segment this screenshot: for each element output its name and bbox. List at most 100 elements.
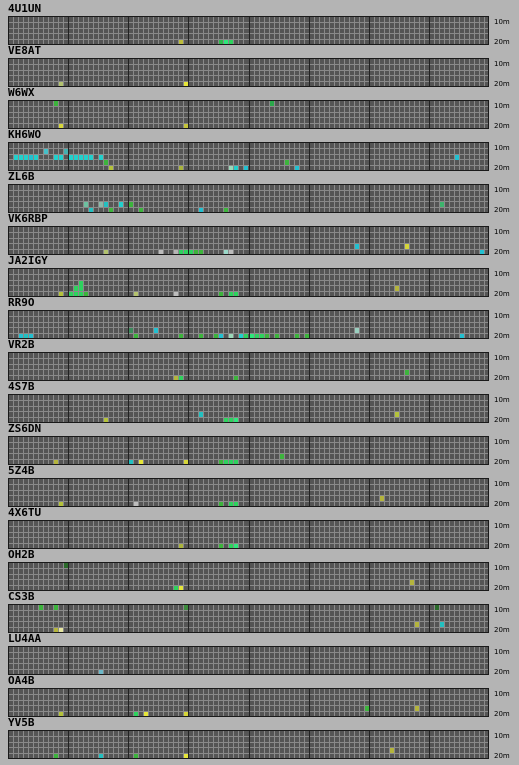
band-time-grid — [8, 268, 489, 297]
signal-cell — [189, 250, 193, 255]
band-label-10m: 10m — [494, 522, 510, 530]
signal-cell — [199, 208, 203, 213]
signal-cell — [229, 418, 233, 423]
signal-cell — [174, 250, 178, 255]
signal-cell — [184, 250, 188, 255]
station-row: 4X6TU 10m 20m — [0, 507, 519, 550]
signal-cell — [229, 40, 233, 45]
band-label-20m: 20m — [494, 374, 510, 382]
signal-cell — [104, 202, 108, 207]
signal-cell — [265, 334, 269, 339]
signal-cell — [139, 208, 143, 213]
signal-cell — [234, 460, 238, 465]
grid-border — [8, 58, 489, 87]
grid-border — [8, 478, 489, 507]
grid-border — [8, 562, 489, 591]
signal-cell — [229, 250, 233, 255]
signal-cell — [390, 748, 394, 753]
band-label-20m: 20m — [494, 668, 510, 676]
station-row: 5Z4B 10m 20m — [0, 465, 519, 508]
signal-cell — [280, 454, 284, 459]
band-label-20m: 20m — [494, 248, 510, 256]
signal-cell — [174, 376, 178, 381]
signal-cell — [69, 155, 73, 160]
signal-cell — [184, 124, 188, 129]
band-label-20m: 20m — [494, 542, 510, 550]
signal-cell — [435, 605, 439, 610]
station-row: LU4AA 10m 20m — [0, 632, 519, 676]
grid-background — [8, 562, 489, 591]
band-time-grid — [8, 184, 489, 213]
signal-cell — [14, 155, 18, 160]
grid-border — [8, 310, 489, 339]
band-time-grid — [8, 16, 489, 45]
grid-border — [8, 604, 489, 633]
signal-cell — [74, 155, 78, 160]
station-row: VK6RBP 10m 20m — [0, 213, 519, 256]
signal-cell — [224, 250, 228, 255]
signal-cell — [134, 292, 138, 297]
station-callsign: LU4AA — [8, 632, 42, 645]
signal-cell — [365, 706, 369, 711]
grid-background — [8, 16, 489, 45]
station-row: OA4B 10m 20m — [0, 675, 519, 718]
band-label-10m: 10m — [494, 732, 510, 740]
station-row: ZS6DN 10m 20m — [0, 423, 519, 466]
signal-cell — [54, 754, 58, 759]
band-time-grid — [8, 520, 489, 549]
band-label-10m: 10m — [494, 102, 510, 110]
station-callsign: JA2IGY — [8, 254, 48, 267]
signal-cell — [229, 502, 233, 507]
station-callsign: 4U1UN — [8, 2, 42, 15]
band-label-10m: 10m — [494, 606, 510, 614]
signal-cell — [234, 166, 238, 171]
signal-cell — [129, 460, 133, 465]
signal-cell — [194, 250, 198, 255]
station-row: CS3B 10m 20m — [0, 591, 519, 634]
signal-cell — [89, 208, 93, 213]
grid-background — [8, 688, 489, 717]
station-callsign: RR9O — [8, 296, 35, 309]
band-label-10m: 10m — [494, 228, 510, 236]
signal-cell — [59, 628, 63, 633]
signal-cell — [219, 40, 223, 45]
signal-cell — [184, 754, 188, 759]
band-label-20m: 20m — [494, 80, 510, 88]
grid-border — [8, 520, 489, 549]
signal-cell — [179, 586, 183, 591]
signal-cell — [250, 334, 254, 339]
band-label-20m: 20m — [494, 290, 510, 298]
band-label-10m: 10m — [494, 186, 510, 194]
signal-cell — [405, 244, 409, 249]
signal-cell — [224, 460, 228, 465]
grid-border — [8, 352, 489, 381]
grid-background — [8, 730, 489, 759]
signal-cell — [19, 334, 23, 339]
band-label-20m: 20m — [494, 38, 510, 46]
grid-border — [8, 16, 489, 45]
station-row: ZL6B 10m 20m — [0, 171, 519, 214]
signal-cell — [144, 712, 148, 717]
signal-cell — [410, 580, 414, 585]
band-label-10m: 10m — [494, 144, 510, 152]
station-callsign: YV5B — [8, 716, 35, 729]
grid-background — [8, 394, 489, 423]
station-callsign: KH6WO — [8, 128, 42, 141]
band-label-20m: 20m — [494, 584, 510, 592]
signal-cell — [229, 334, 233, 339]
signal-cell — [244, 166, 248, 171]
signal-cell — [174, 586, 178, 591]
signal-cell — [59, 155, 63, 160]
grid-border — [8, 100, 489, 129]
signal-cell — [355, 328, 359, 333]
station-row: YV5B 10m 20m — [0, 716, 519, 760]
signal-cell — [134, 754, 138, 759]
grid-background — [8, 436, 489, 465]
band-time-grid — [8, 394, 489, 423]
signal-cell — [99, 754, 103, 759]
signal-cell — [69, 292, 73, 297]
signal-cell — [199, 250, 203, 255]
signal-cell — [134, 502, 138, 507]
grid-border — [8, 184, 489, 213]
signal-cell — [159, 250, 163, 255]
